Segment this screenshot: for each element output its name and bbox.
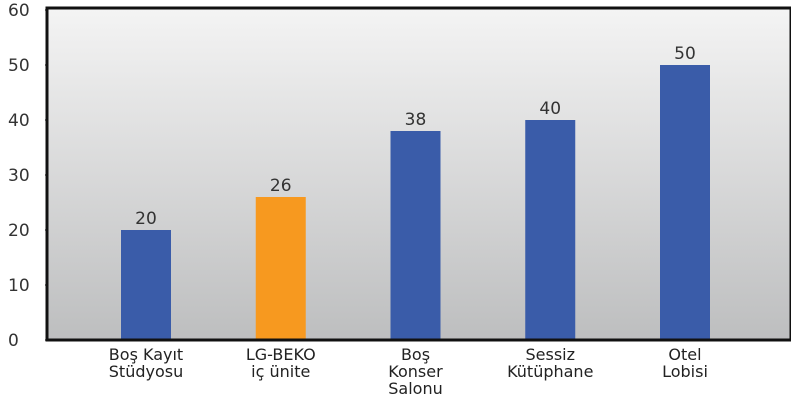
y-tick-label: 0 bbox=[8, 331, 19, 351]
value-label: 26 bbox=[270, 176, 292, 196]
y-tick-label: 60 bbox=[8, 1, 30, 21]
bar bbox=[255, 197, 306, 340]
bar bbox=[660, 65, 710, 340]
value-label: 20 bbox=[135, 209, 157, 229]
x-tick-label: Boş Kayıt Stüdyosu bbox=[108, 345, 184, 381]
value-label: 38 bbox=[405, 110, 427, 130]
x-tick-label: Boş Konser Salonu bbox=[388, 345, 443, 398]
x-tick-label: Otel Lobisi bbox=[662, 345, 708, 381]
bar bbox=[121, 230, 171, 340]
x-tick-label: LG-BEKO iç ünite bbox=[245, 345, 316, 381]
y-tick-label: 20 bbox=[8, 221, 30, 241]
y-tick-label: 50 bbox=[8, 56, 30, 76]
bar bbox=[390, 131, 441, 340]
y-tick-label: 10 bbox=[8, 276, 30, 296]
bar bbox=[525, 120, 576, 340]
value-label: 40 bbox=[539, 99, 561, 119]
plot-area bbox=[45, 6, 791, 342]
y-tick-label: 30 bbox=[8, 166, 30, 186]
value-label: 50 bbox=[674, 44, 696, 64]
y-tick-label: 40 bbox=[8, 111, 30, 131]
x-tick-label: Sessiz Kütüphane bbox=[507, 345, 594, 381]
